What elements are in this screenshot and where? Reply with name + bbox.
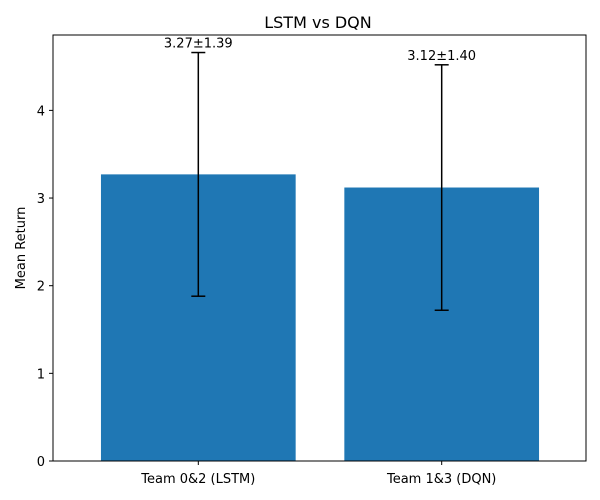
y-axis-label: Mean Return <box>14 207 29 290</box>
data-label: 3.27±1.39 <box>164 37 233 52</box>
x-axis: Team 0&2 (LSTM) Team 1&3 (DQN) <box>140 461 496 487</box>
x-tick-label: Team 0&2 (LSTM) <box>140 472 255 487</box>
y-axis: 0 1 2 3 4 <box>37 104 53 470</box>
error-bars-group <box>191 51 449 311</box>
plot-frame <box>52 34 587 462</box>
data-labels-group: 3.27±1.39 3.12±1.40 <box>164 37 476 64</box>
y-tick-label: 0 <box>37 455 45 470</box>
y-tick-label: 4 <box>37 104 45 119</box>
data-label: 3.12±1.40 <box>407 49 476 64</box>
y-tick-label: 2 <box>37 280 45 295</box>
x-tick-label: Team 1&3 (DQN) <box>386 472 496 487</box>
y-tick-label: 3 <box>37 192 45 207</box>
bars-group <box>100 174 540 462</box>
chart-title: LSTM vs DQN <box>264 13 372 32</box>
y-tick-label: 1 <box>37 367 45 382</box>
